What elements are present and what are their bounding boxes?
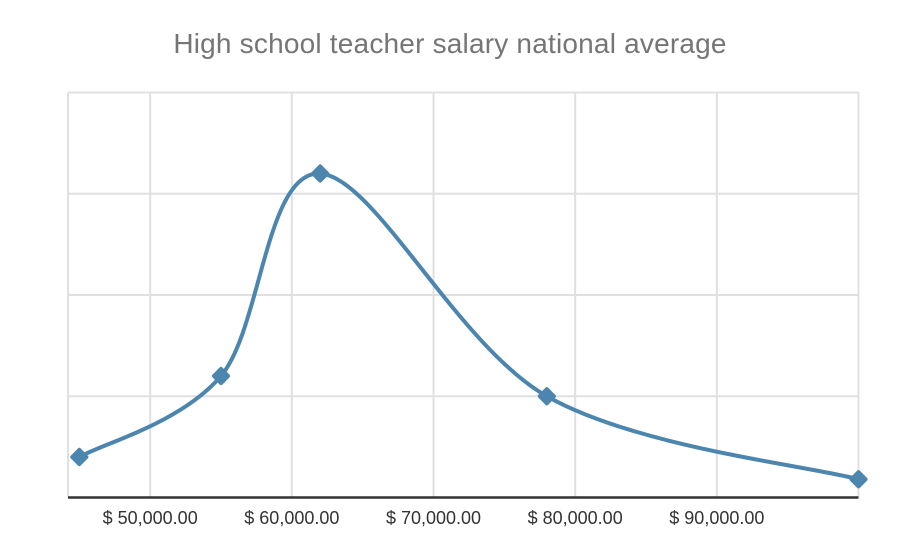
data-point-marker[interactable] <box>537 386 557 406</box>
x-axis-tick-label: $ 70,000.00 <box>385 508 482 528</box>
chart-title: High school teacher salary national aver… <box>173 28 727 59</box>
series-line <box>77 171 861 482</box>
x-axis-tick-label: $ 80,000.00 <box>527 508 623 528</box>
data-point-marker[interactable] <box>69 447 89 467</box>
x-axis-tick-label: $ 90,000.00 <box>669 508 765 528</box>
data-point-marker[interactable] <box>310 164 330 184</box>
data-point-marker[interactable] <box>211 366 231 386</box>
x-axis-tick-label: $ 50,000.00 <box>102 508 198 528</box>
x-axis-tick-label: $ 60,000.00 <box>244 508 340 528</box>
data-point-marker[interactable] <box>849 469 869 489</box>
